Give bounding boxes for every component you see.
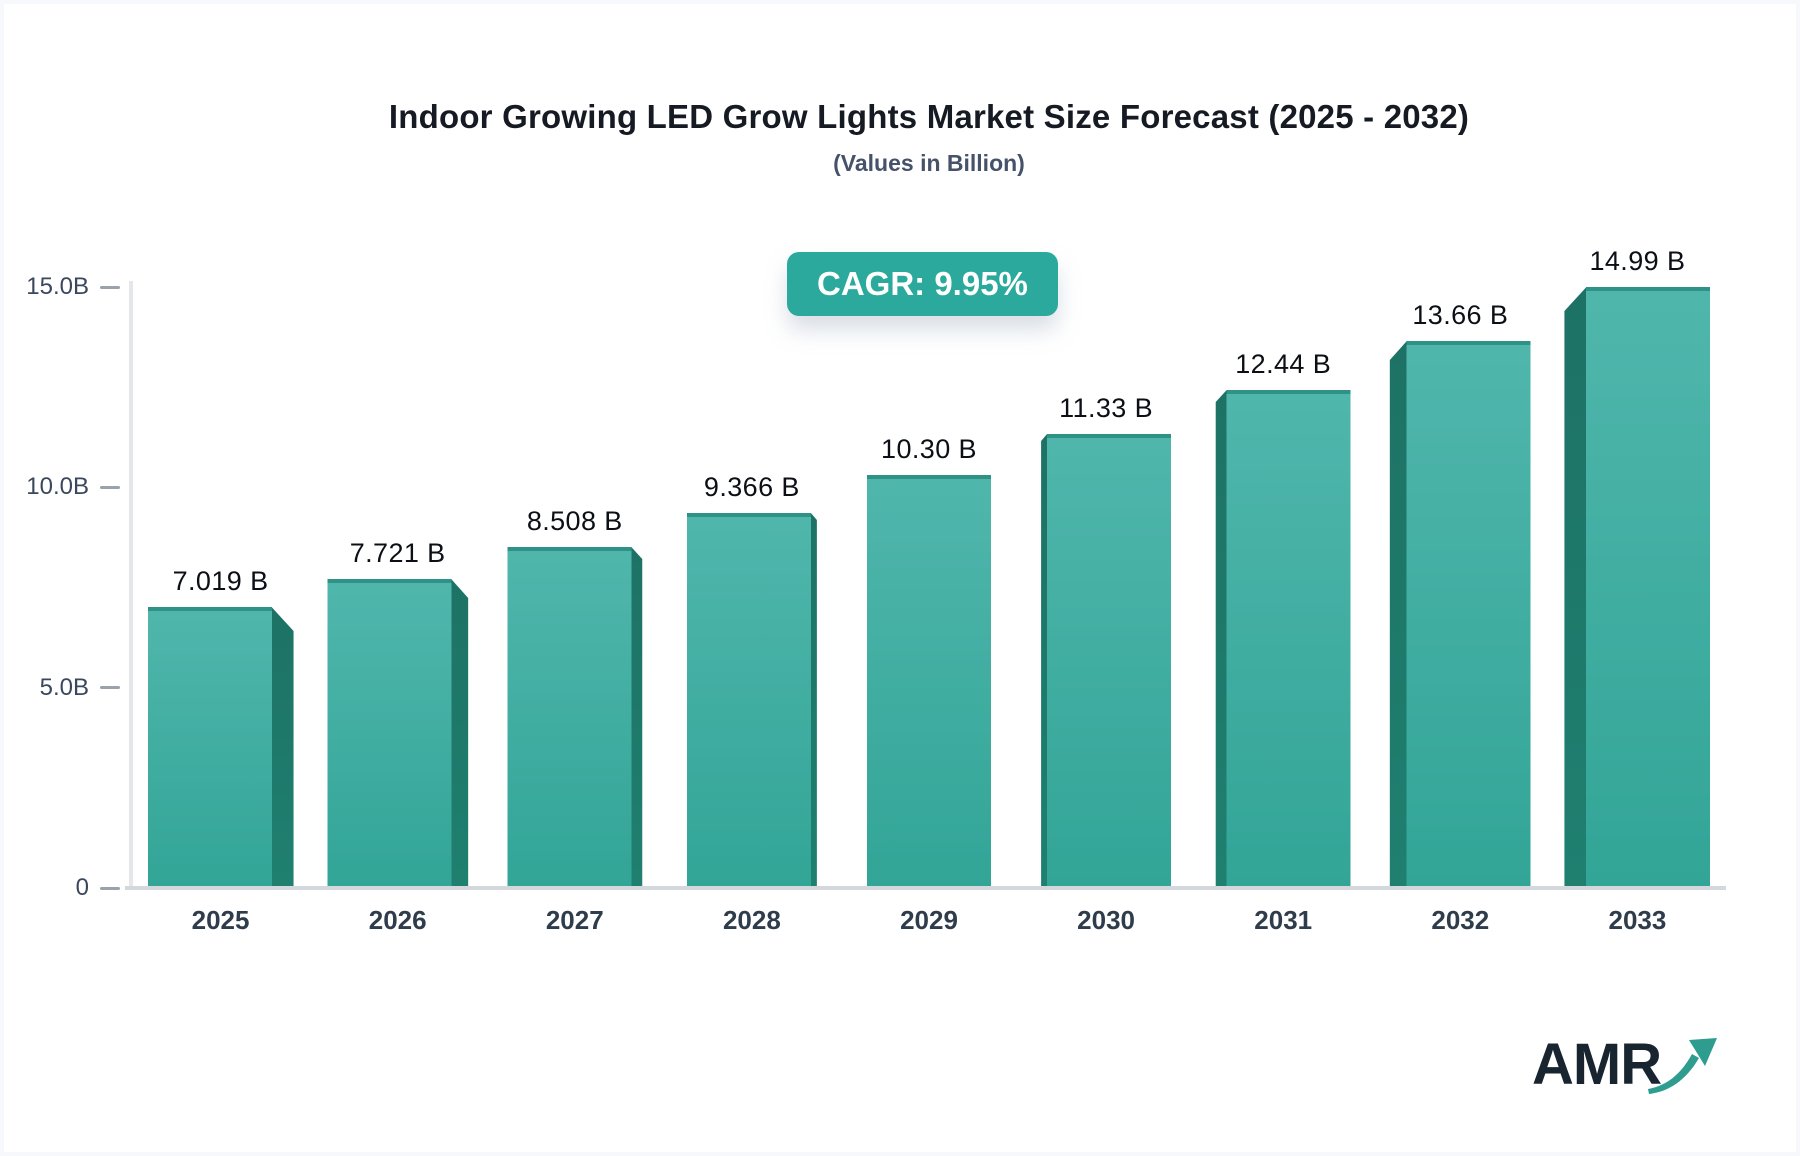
bar-side-face xyxy=(451,579,469,888)
bar xyxy=(147,607,294,888)
y-tick-label: 5.0B xyxy=(39,673,89,701)
bar xyxy=(1564,287,1711,888)
y-tick-mark xyxy=(100,285,120,289)
bar-front-face xyxy=(1047,434,1172,888)
x-tick-label: 2025 xyxy=(191,905,250,935)
bar xyxy=(1215,390,1351,888)
bar-side-face xyxy=(1215,390,1227,888)
bar-column-2029: 10.30 B 2029 xyxy=(840,255,1017,935)
x-tick-label: 2032 xyxy=(1431,905,1490,935)
cagr-badge: CAGR: 9.95% xyxy=(787,252,1058,316)
bar-front-face xyxy=(1406,341,1531,888)
y-tick-label: 15.0B xyxy=(26,273,89,300)
bar-side-face xyxy=(631,547,643,888)
y-tick-mark xyxy=(100,485,120,489)
x-tick-label: 2028 xyxy=(722,905,781,935)
bar xyxy=(327,579,469,888)
bar-value-label: 7.721 B xyxy=(349,538,446,568)
bar-column-2025: 7.019 B 2025 xyxy=(132,255,309,935)
bar-front-face xyxy=(1586,287,1711,888)
plot-area: 0 5.0B 10.0B 15.0B 7.019 B 2025 7.721 B 2026 8.… xyxy=(26,246,1726,935)
bar-column-2030: 11.33 B 2030 xyxy=(1018,255,1195,935)
bar-value-label: 9.366 B xyxy=(703,472,800,502)
bar-side-face xyxy=(271,607,294,888)
bar xyxy=(686,513,817,888)
y-tick-mark xyxy=(100,686,120,690)
bar-column-2033: 14.99 B 2033 xyxy=(1549,246,1726,935)
bar-value-label: 14.99 B xyxy=(1589,246,1686,276)
bar-value-label: 10.30 B xyxy=(881,434,977,464)
bar-side-face xyxy=(810,513,817,888)
bar-front-face xyxy=(507,547,632,888)
y-tick: 5.0B xyxy=(40,674,120,702)
bar-column-2031: 12.44 B 2031 xyxy=(1195,255,1372,935)
bar-column-2027: 8.508 B 2027 xyxy=(486,255,663,935)
growth-arrow-icon xyxy=(1648,1038,1718,1094)
x-tick-label: 2027 xyxy=(545,905,604,935)
x-tick-label: 2026 xyxy=(368,905,427,935)
y-tick-mark xyxy=(100,886,120,890)
x-tick-label: 2033 xyxy=(1608,905,1667,935)
bar-front-face xyxy=(147,607,272,888)
y-tick-label: 10.0B xyxy=(26,473,89,501)
y-tick: 0 xyxy=(76,874,120,902)
bar-front-face xyxy=(327,579,452,888)
bar-column-2026: 7.721 B 2026 xyxy=(309,255,486,935)
bar-front-face xyxy=(866,475,991,888)
bar xyxy=(507,547,643,888)
bar-front-face xyxy=(1226,390,1351,888)
bar xyxy=(1041,434,1172,888)
bar xyxy=(866,475,991,888)
x-tick-label: 2029 xyxy=(900,905,958,935)
bar-value-label: 12.44 B xyxy=(1235,349,1332,379)
x-tick-label: 2030 xyxy=(1077,905,1136,935)
chart-title: Indoor Growing LED Grow Lights Market Si… xyxy=(388,98,1470,135)
bar-side-face xyxy=(1389,341,1407,888)
y-tick-label: 0 xyxy=(75,874,89,901)
y-axis-line xyxy=(129,281,133,890)
bar-side-face xyxy=(1564,287,1587,888)
bar-columns: 7.019 B 2025 7.721 B 2026 8.508 B 2027 9.366 B… xyxy=(132,246,1726,935)
y-tick: 10.0B xyxy=(26,473,120,501)
bar-side-face xyxy=(1041,434,1048,888)
bar-front-face xyxy=(686,513,811,888)
bar-value-label: 13.66 B xyxy=(1412,300,1509,330)
bar-value-label: 8.508 B xyxy=(526,506,623,536)
x-tick-label: 2031 xyxy=(1254,905,1313,935)
chart-card: Indoor Growing LED Grow Lights Market Si… xyxy=(4,4,1796,1152)
brand-logo-text: AMR xyxy=(1532,1032,1662,1097)
bar-column-2028: 9.366 B 2028 xyxy=(663,255,840,935)
chart-subtitle: (Values in Billion) xyxy=(833,150,1025,176)
x-axis-baseline xyxy=(125,886,1726,890)
bar-value-label: 7.019 B xyxy=(172,566,269,596)
brand-logo: AMR xyxy=(1532,1036,1721,1100)
bar-value-label: 11.33 B xyxy=(1059,393,1154,423)
bar xyxy=(1389,341,1531,888)
bar-column-2032: 13.66 B 2032 xyxy=(1372,255,1549,935)
y-tick: 15.0B xyxy=(26,273,120,301)
